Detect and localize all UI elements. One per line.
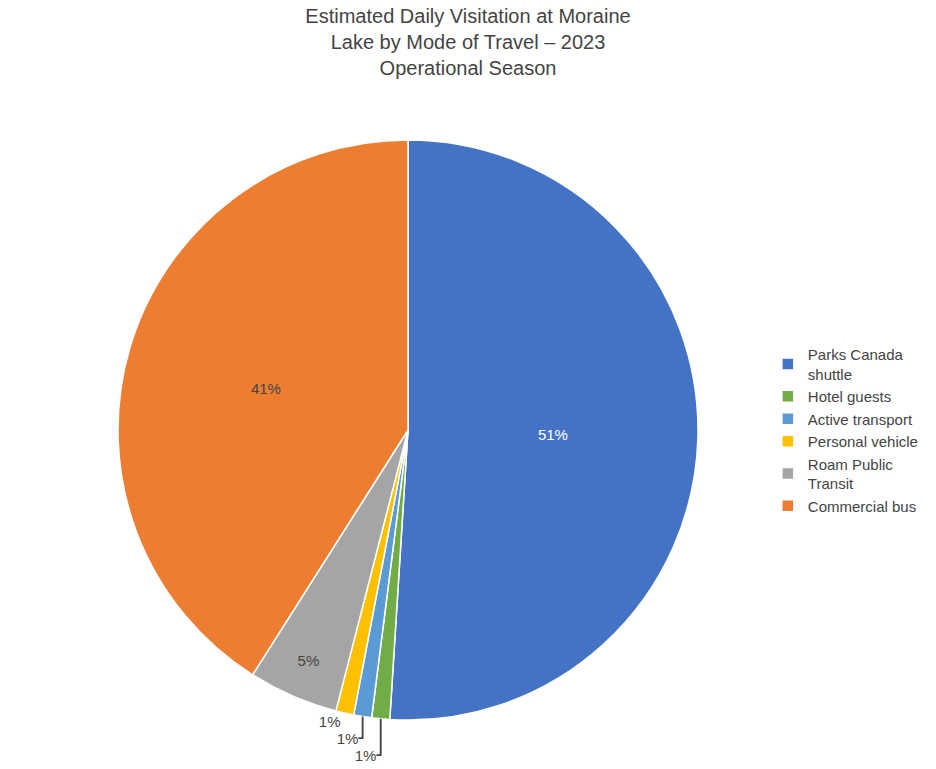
svg-text:51%: 51%	[538, 426, 568, 443]
svg-text:Hotel guests: Hotel guests	[808, 388, 891, 405]
svg-text:Estimated Daily Visitation at: Estimated Daily Visitation at MoraineLak…	[305, 5, 630, 79]
svg-text:1%: 1%	[355, 747, 377, 764]
svg-text:Personal vehicle: Personal vehicle	[808, 433, 918, 450]
svg-text:Parks Canadashuttle: Parks Canadashuttle	[808, 346, 904, 383]
svg-text:41%: 41%	[251, 380, 281, 397]
svg-text:1%: 1%	[337, 730, 359, 747]
svg-text:5%: 5%	[298, 652, 320, 669]
svg-text:1%: 1%	[319, 713, 341, 730]
svg-text:Commercial bus: Commercial bus	[808, 498, 916, 515]
svg-text:Active transport: Active transport	[808, 411, 913, 428]
svg-text:Roam PublicTransit: Roam PublicTransit	[808, 456, 894, 493]
